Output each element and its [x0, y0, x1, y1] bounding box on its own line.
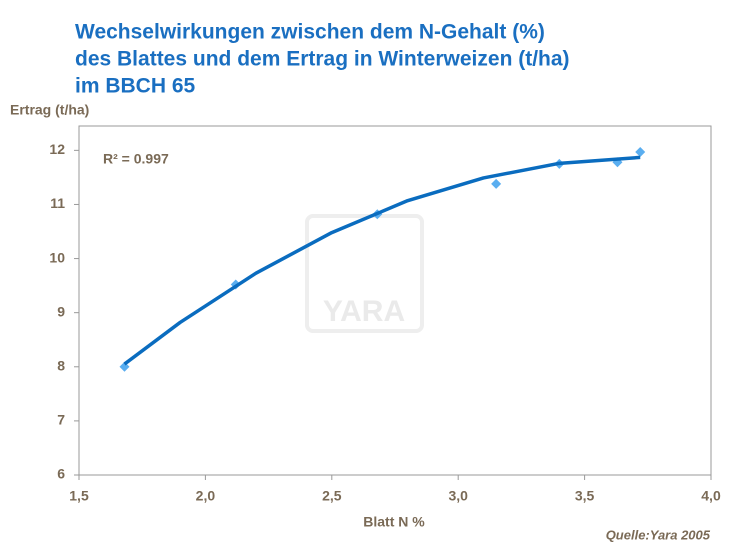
source: Quelle:Yara 2005 — [606, 527, 711, 542]
data-point — [635, 146, 646, 157]
y-tick-label: 11 — [50, 195, 65, 211]
y-tick-label: 9 — [57, 303, 65, 319]
data-point — [491, 178, 502, 189]
y-axis-label: Ertrag (t/ha) — [10, 102, 89, 118]
logo-frame — [305, 214, 424, 333]
y-tick-label: 6 — [57, 466, 65, 482]
y-tick-label: 10 — [49, 249, 65, 265]
x-tick-label: 3,5 — [575, 488, 595, 504]
y-tick-label: 7 — [57, 412, 65, 428]
x-tick-label: 2,5 — [322, 488, 342, 504]
plot-area — [78, 125, 712, 476]
title-line: im BBCH 65 — [75, 75, 196, 98]
x-tick-label: 3,0 — [448, 488, 468, 504]
y-tick-label: 12 — [49, 141, 65, 157]
trend-line — [123, 155, 641, 366]
x-tick-label: 2,0 — [196, 488, 216, 504]
annotation: R² = 0.997 — [103, 151, 169, 167]
watermark: YARA — [323, 295, 405, 328]
title-line: des Blattes und dem Ertrag in Winterweiz… — [75, 48, 570, 71]
title-line: Wechselwirkungen zwischen dem N-Gehalt (… — [75, 21, 545, 44]
x-axis-label: Blatt N % — [363, 514, 425, 530]
x-tick-label: 1,5 — [69, 488, 89, 504]
y-tick-label: 8 — [57, 357, 65, 373]
x-tick-label: 4,0 — [701, 488, 721, 504]
